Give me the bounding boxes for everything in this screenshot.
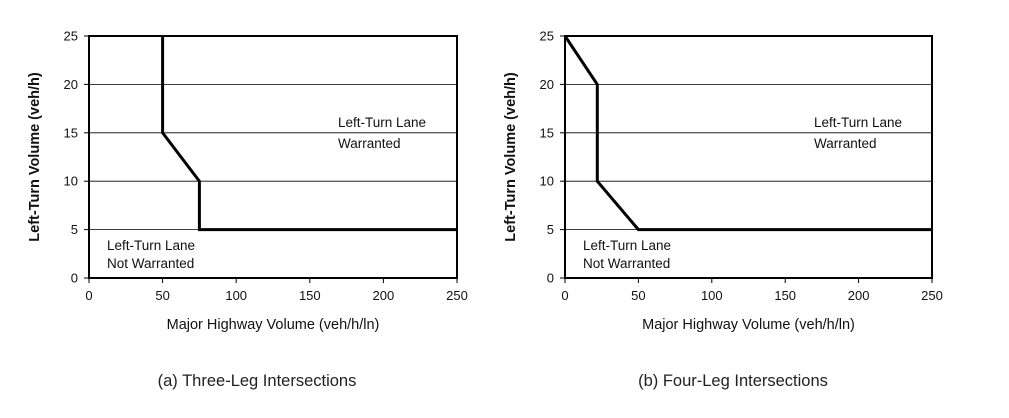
warrant-boundary-line <box>563 35 932 232</box>
annotation-warranted: Left-Turn Lane <box>814 115 902 130</box>
x-tick-label: 50 <box>631 288 645 303</box>
plot-frame <box>88 35 458 279</box>
y-tick-label: 15 <box>64 125 78 140</box>
x-tick-label: 150 <box>299 288 321 303</box>
chart-caption: (a) Three-Leg Intersections <box>158 372 357 390</box>
plot-frame <box>564 35 933 279</box>
y-axis-label: Left-Turn Volume (veh/h) <box>27 72 43 242</box>
warrant-boundary-line <box>161 36 457 232</box>
annotation-warranted: Warranted <box>338 136 401 151</box>
x-tick-label: 250 <box>921 288 943 303</box>
y-tick-label: 0 <box>71 271 78 286</box>
x-tick-label: 0 <box>561 288 568 303</box>
annotation-warranted: Warranted <box>814 136 877 151</box>
y-tick-label: 5 <box>547 222 554 237</box>
y-tick-label: 25 <box>64 29 78 44</box>
x-tick-label: 100 <box>225 288 247 303</box>
x-tick-label: 100 <box>701 288 723 303</box>
y-tick-label: 5 <box>71 222 78 237</box>
x-axis-label: Major Highway Volume (veh/h/ln) <box>167 317 380 333</box>
x-tick-label: 50 <box>155 288 169 303</box>
x-tick-label: 0 <box>85 288 92 303</box>
y-tick-label: 15 <box>540 125 554 140</box>
annotation-not-warranted: Not Warranted <box>107 256 194 271</box>
y-tick-label: 20 <box>64 77 78 92</box>
x-axis-label: Major Highway Volume (veh/h/ln) <box>642 317 855 333</box>
chart-caption: (b) Four-Leg Intersections <box>638 372 828 390</box>
y-tick-label: 20 <box>540 77 554 92</box>
x-tick-label: 250 <box>446 288 468 303</box>
annotation-not-warranted: Left-Turn Lane <box>107 238 195 253</box>
annotation-warranted: Left-Turn Lane <box>338 115 426 130</box>
y-tick-label: 10 <box>64 174 78 189</box>
x-tick-label: 200 <box>848 288 870 303</box>
y-tick-label: 10 <box>540 174 554 189</box>
x-tick-label: 150 <box>774 288 796 303</box>
x-tick-label: 200 <box>373 288 395 303</box>
y-tick-label: 0 <box>547 271 554 286</box>
y-axis-label: Left-Turn Volume (veh/h) <box>503 72 519 242</box>
annotation-not-warranted: Left-Turn Lane <box>583 238 671 253</box>
y-tick-label: 25 <box>540 29 554 44</box>
annotation-not-warranted: Not Warranted <box>583 256 670 271</box>
